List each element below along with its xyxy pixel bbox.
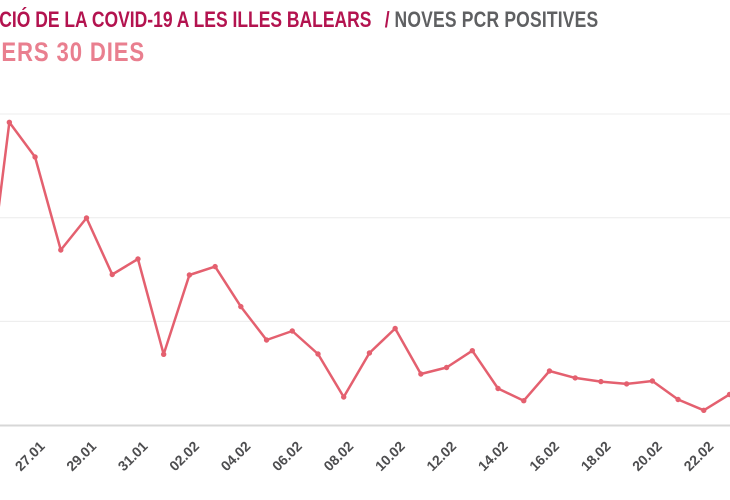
svg-text:31.01: 31.01 [115,438,151,474]
svg-text:08.02: 08.02 [320,438,356,474]
svg-text:06.02: 06.02 [269,438,305,474]
svg-text:22.02: 22.02 [680,438,716,474]
svg-text:12.02: 12.02 [423,438,459,474]
svg-text:02.02: 02.02 [166,438,202,474]
svg-text:20.02: 20.02 [629,438,665,474]
svg-text:27.01: 27.01 [12,438,48,474]
svg-text:14.02: 14.02 [475,438,511,474]
svg-text:10.02: 10.02 [372,438,408,474]
svg-text:16.02: 16.02 [526,438,562,474]
svg-text:29.01: 29.01 [63,438,99,474]
svg-text:18.02: 18.02 [578,438,614,474]
svg-text:04.02: 04.02 [217,438,253,474]
